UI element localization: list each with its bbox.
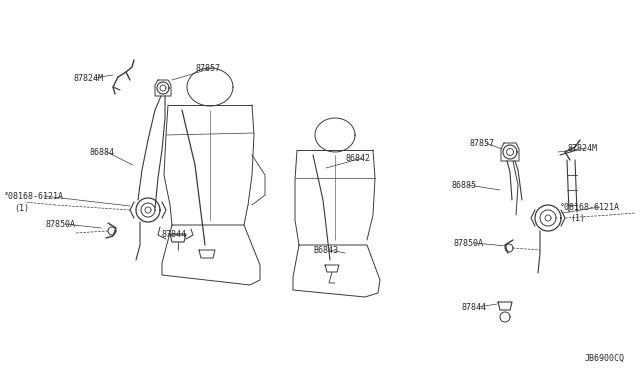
Text: °08168-6121A: °08168-6121A bbox=[560, 202, 620, 212]
Text: JB6900CQ: JB6900CQ bbox=[585, 353, 625, 362]
Text: 87850A: 87850A bbox=[454, 238, 484, 247]
Text: 87824M: 87824M bbox=[567, 144, 597, 153]
Text: 86885: 86885 bbox=[452, 180, 477, 189]
Text: (1): (1) bbox=[570, 214, 585, 222]
Text: °08168-6121A: °08168-6121A bbox=[4, 192, 64, 201]
Text: 87844: 87844 bbox=[162, 230, 187, 238]
Text: B6843: B6843 bbox=[313, 246, 338, 254]
Text: 87857: 87857 bbox=[469, 138, 494, 148]
Text: 87844: 87844 bbox=[462, 302, 487, 311]
Text: 87850A: 87850A bbox=[45, 219, 75, 228]
Text: 86842: 86842 bbox=[346, 154, 371, 163]
Text: (1): (1) bbox=[14, 203, 29, 212]
Text: 87857: 87857 bbox=[196, 64, 221, 73]
Text: 86884: 86884 bbox=[90, 148, 115, 157]
Text: 87824M: 87824M bbox=[74, 74, 104, 83]
